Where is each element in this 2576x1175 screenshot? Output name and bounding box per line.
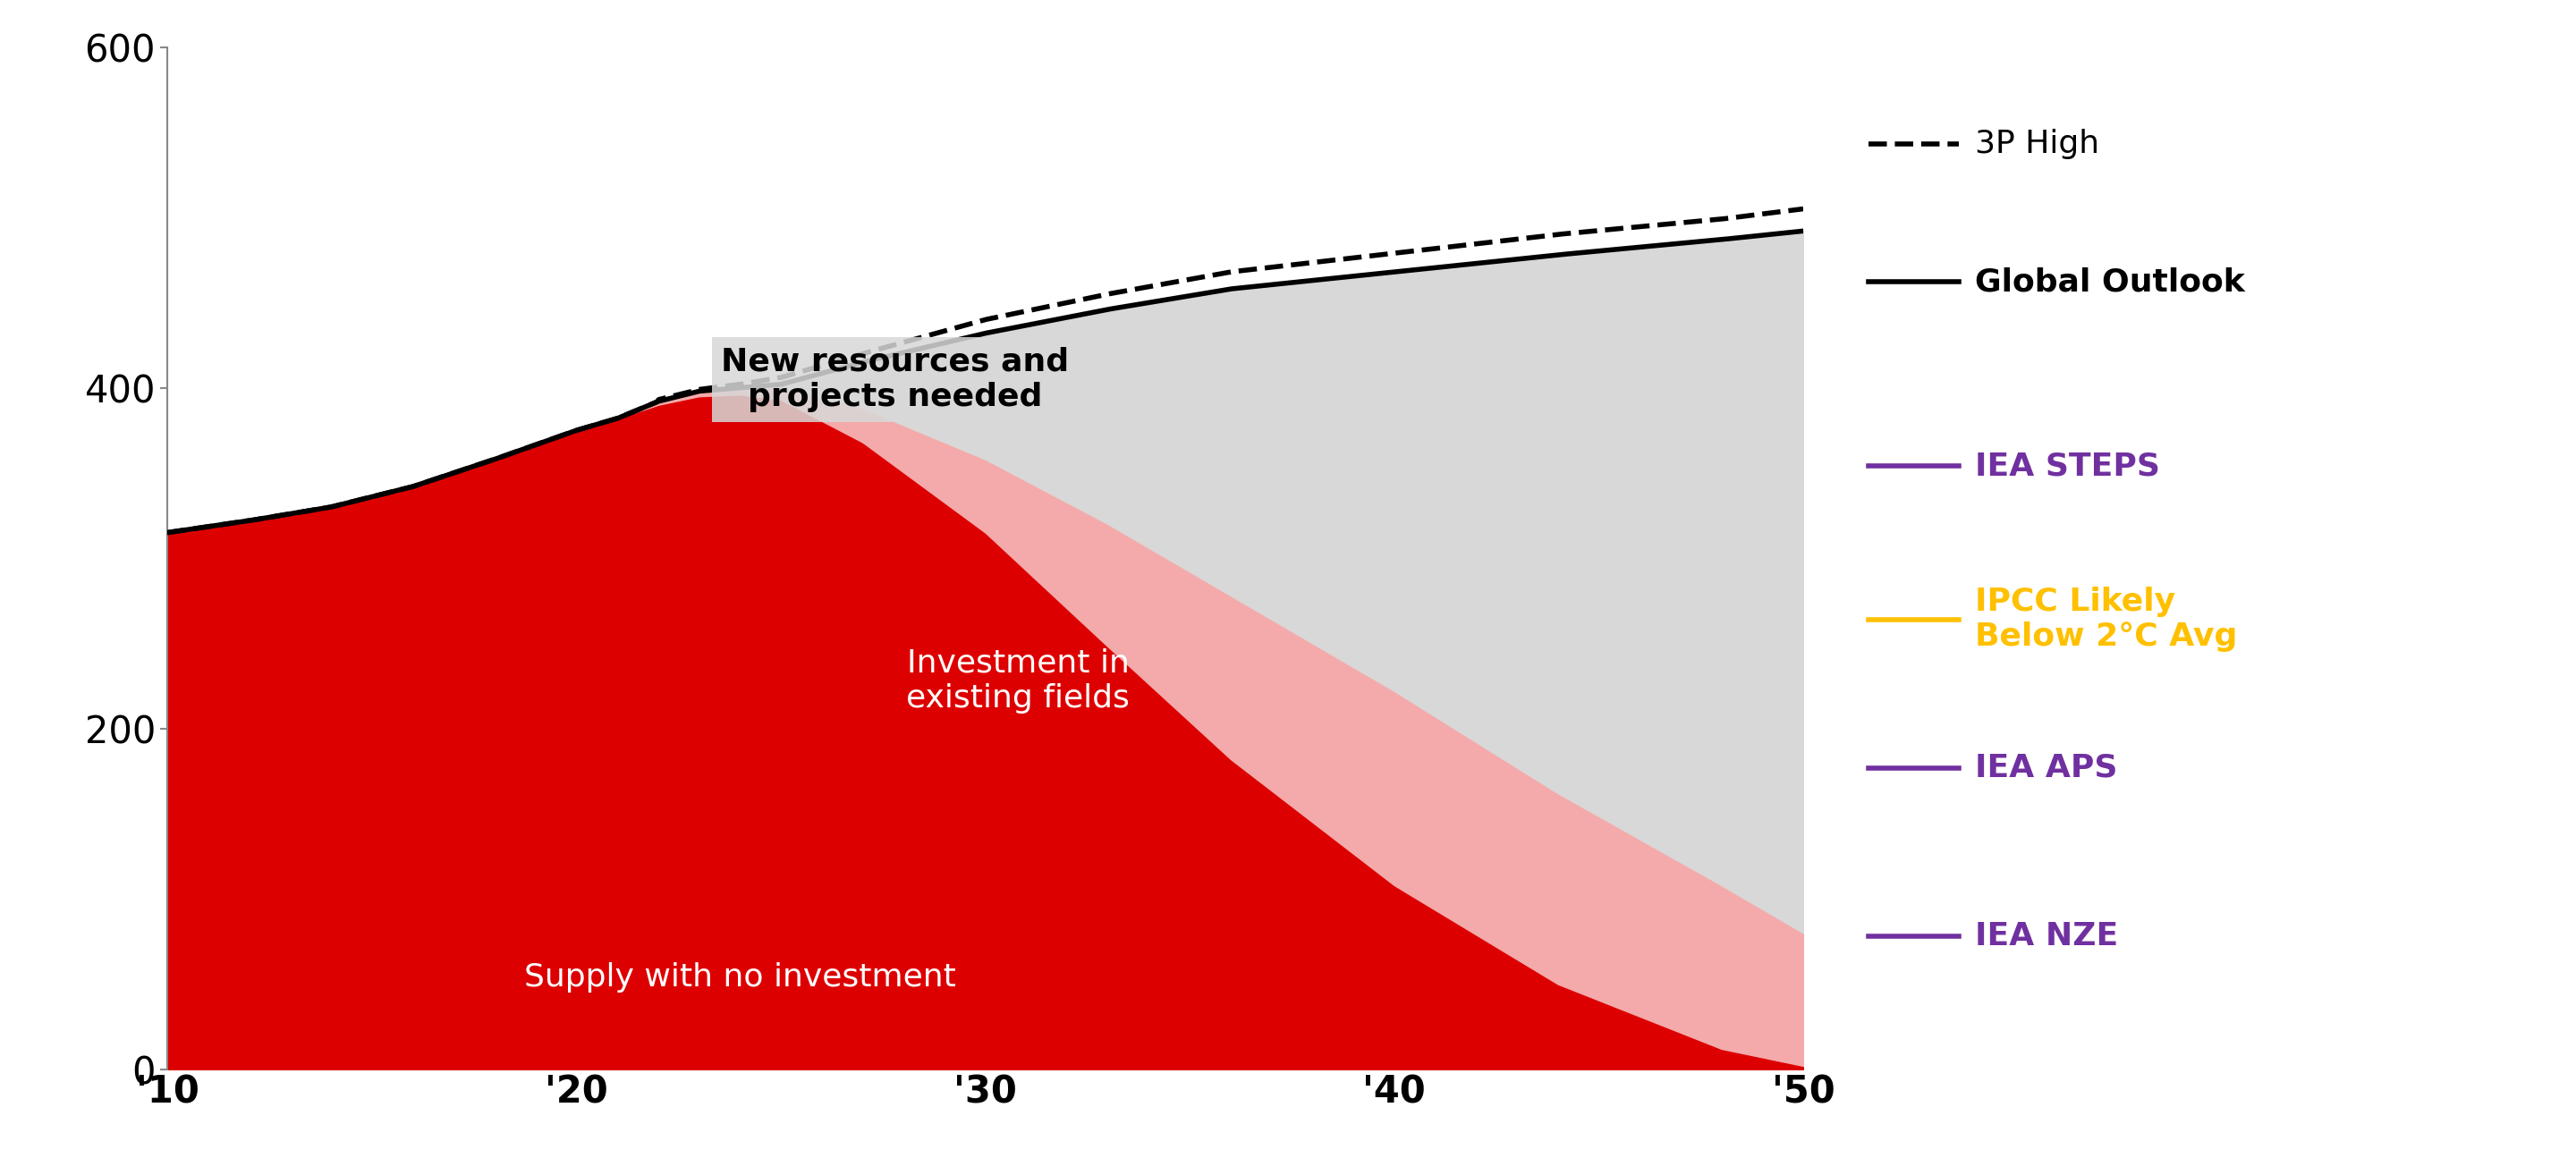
Text: IEA STEPS: IEA STEPS [1976, 451, 2161, 482]
Text: Supply with no investment: Supply with no investment [523, 962, 956, 993]
Text: IEA NZE: IEA NZE [1976, 921, 2117, 952]
Text: New resources and
projects needed: New resources and projects needed [721, 347, 1069, 412]
Text: IPCC Likely
Below 2°C Avg: IPCC Likely Below 2°C Avg [1976, 586, 2239, 652]
Text: 3P High: 3P High [1976, 129, 2099, 160]
Text: IEA APS: IEA APS [1976, 752, 2117, 783]
Text: Investment in
existing fields: Investment in existing fields [907, 647, 1131, 713]
Text: Global Outlook: Global Outlook [1976, 267, 2244, 297]
